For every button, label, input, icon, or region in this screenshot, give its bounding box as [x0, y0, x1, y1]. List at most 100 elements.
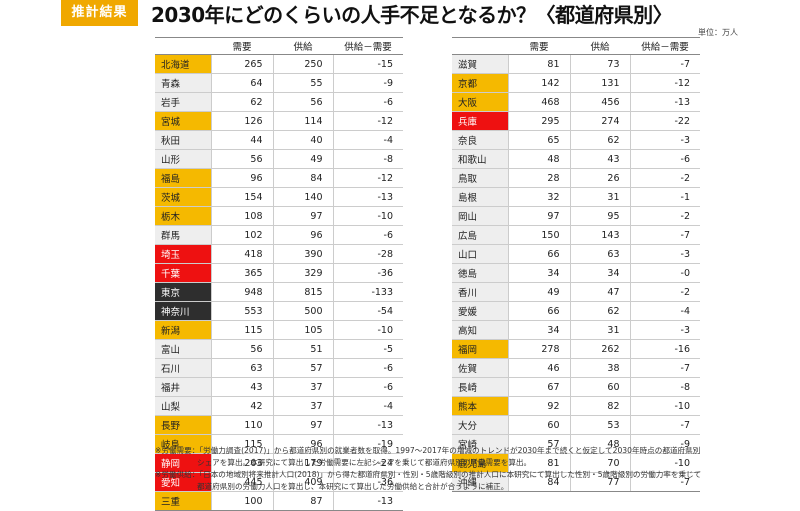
prefecture-name: 宮城 — [155, 111, 211, 131]
demand-value: 66 — [507, 301, 570, 321]
table-row: 和歌山 48 43 -6 — [452, 149, 700, 169]
table-row: 三重 100 87 -13 — [155, 491, 403, 511]
prefecture-name: 沖縄 — [452, 472, 508, 492]
prefecture-name: 岩手 — [155, 92, 211, 112]
table-row: 山形 56 49 -8 — [155, 149, 403, 169]
gap-value: -3 — [629, 244, 700, 264]
supply-value: 37 — [272, 396, 333, 416]
supply-value: 62 — [569, 301, 630, 321]
supply-value: 409 — [272, 472, 333, 492]
gap-value: -10 — [629, 453, 700, 473]
gap-value: -6 — [332, 377, 403, 397]
demand-value: 154 — [210, 187, 273, 207]
table-row: 沖縄 84 77 -7 — [452, 472, 700, 492]
table-row: 山梨 42 37 -4 — [155, 396, 403, 416]
supply-value: 62 — [569, 130, 630, 150]
gap-value: -7 — [629, 225, 700, 245]
prefecture-name: 京都 — [452, 73, 508, 93]
supply-value: 38 — [569, 358, 630, 378]
table-row: 群馬 102 96 -6 — [155, 225, 403, 245]
table-row: 徳島 34 34 -0 — [452, 263, 700, 283]
gap-value: -36 — [332, 263, 403, 283]
demand-value: 64 — [210, 73, 273, 93]
prefecture-name: 静岡 — [155, 453, 211, 473]
header-supply: 供給 — [570, 37, 630, 55]
table-row: 島根 32 31 -1 — [452, 187, 700, 207]
gap-value: -13 — [629, 92, 700, 112]
gap-value: -10 — [332, 320, 403, 340]
table-row: 鳥取 28 26 -2 — [452, 168, 700, 188]
prefecture-name: 秋田 — [155, 130, 211, 150]
table-row: 長野 110 97 -13 — [155, 415, 403, 435]
demand-value: 102 — [210, 225, 273, 245]
supply-value: 262 — [569, 339, 630, 359]
supply-value: 815 — [272, 282, 333, 302]
prefecture-name: 佐賀 — [452, 358, 508, 378]
header-prefecture — [155, 37, 211, 55]
table-row: 兵庫 295 274 -22 — [452, 111, 700, 131]
prefecture-name: 愛知 — [155, 472, 211, 492]
gap-value: -2 — [629, 206, 700, 226]
table-row: 栃木 108 97 -10 — [155, 206, 403, 226]
prefecture-name: 千葉 — [155, 263, 211, 283]
demand-value: 553 — [210, 301, 273, 321]
gap-value: -2 — [629, 168, 700, 188]
gap-value: -24 — [332, 453, 403, 473]
prefecture-name: 宮崎 — [452, 434, 508, 454]
table-row: 新潟 115 105 -10 — [155, 320, 403, 340]
demand-value: 96 — [210, 168, 273, 188]
table-row: 大阪 468 456 -13 — [452, 92, 700, 112]
prefecture-name: 長崎 — [452, 377, 508, 397]
supply-value: 96 — [272, 434, 333, 454]
gap-value: -10 — [332, 206, 403, 226]
prefecture-name: 栃木 — [155, 206, 211, 226]
supply-value: 34 — [569, 263, 630, 283]
gap-value: -3 — [629, 320, 700, 340]
demand-value: 265 — [210, 54, 273, 74]
gap-value: -7 — [629, 472, 700, 492]
supply-value: 84 — [272, 168, 333, 188]
supply-value: 105 — [272, 320, 333, 340]
supply-value: 48 — [569, 434, 630, 454]
supply-value: 143 — [569, 225, 630, 245]
table-header-row: 需要 供給 供給－需要 — [155, 37, 403, 55]
gap-value: -22 — [629, 111, 700, 131]
header-demand: 需要 — [211, 37, 273, 55]
table-row: 岡山 97 95 -2 — [452, 206, 700, 226]
supply-value: 114 — [272, 111, 333, 131]
prefecture-name: 福井 — [155, 377, 211, 397]
supply-value: 26 — [569, 168, 630, 188]
supply-value: 47 — [569, 282, 630, 302]
table-row: 岩手 62 56 -6 — [155, 92, 403, 112]
gap-value: -1 — [629, 187, 700, 207]
supply-value: 179 — [272, 453, 333, 473]
gap-value: -12 — [332, 111, 403, 131]
gap-value: -10 — [629, 396, 700, 416]
gap-value: -28 — [332, 244, 403, 264]
prefecture-name: 大分 — [452, 415, 508, 435]
demand-value: 66 — [507, 244, 570, 264]
table-row: 高知 34 31 -3 — [452, 320, 700, 340]
gap-value: -7 — [629, 54, 700, 74]
demand-value: 56 — [210, 339, 273, 359]
demand-value: 81 — [507, 54, 570, 74]
prefecture-name: 群馬 — [155, 225, 211, 245]
prefecture-name: 長野 — [155, 415, 211, 435]
page-title: 2030年にどのくらいの人手不足となるか？〈都道府県別〉 — [151, 3, 673, 27]
prefecture-name: 山形 — [155, 149, 211, 169]
table-row: 奈良 65 62 -3 — [452, 130, 700, 150]
supply-value: 31 — [569, 187, 630, 207]
header-gap: 供給－需要 — [630, 37, 700, 55]
supply-value: 56 — [272, 92, 333, 112]
prefecture-name: 山梨 — [155, 396, 211, 416]
demand-value: 67 — [507, 377, 570, 397]
supply-value: 40 — [272, 130, 333, 150]
prefecture-name: 大阪 — [452, 92, 508, 112]
table-row: 長崎 67 60 -8 — [452, 377, 700, 397]
table-row: 鹿児島 81 70 -10 — [452, 453, 700, 473]
gap-value: -133 — [332, 282, 403, 302]
prefecture-name: 三重 — [155, 491, 211, 511]
prefecture-name: 広島 — [452, 225, 508, 245]
supply-value: 60 — [569, 377, 630, 397]
table-row: 京都 142 131 -12 — [452, 73, 700, 93]
